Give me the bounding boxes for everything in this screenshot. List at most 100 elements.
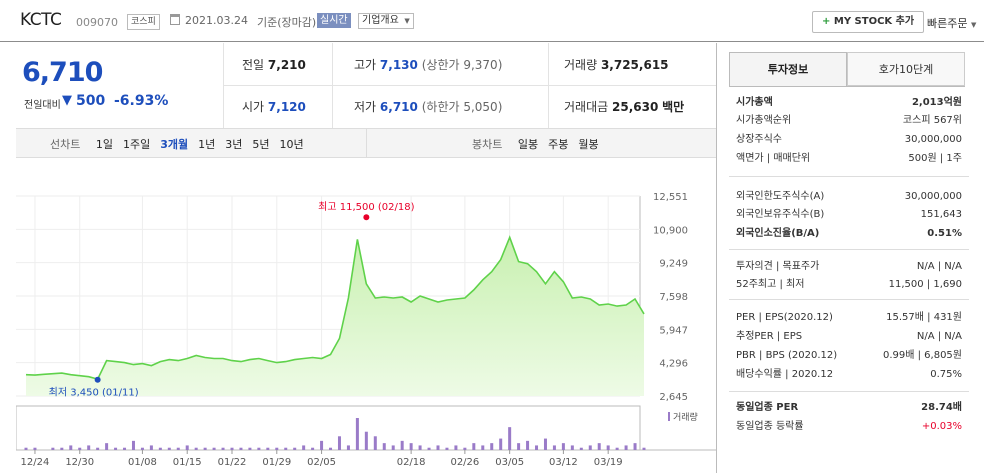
volume-bar (257, 447, 261, 450)
info-label: 동일업종 등락률 (736, 421, 804, 432)
min-marker (94, 376, 101, 383)
candle-tab[interactable]: 월봉 (578, 138, 599, 151)
info-label: 52주최고 | 최저 (736, 279, 805, 290)
market-badge: 코스피 (127, 14, 160, 30)
info-label: PBR | BPS (2020.12) (736, 350, 838, 361)
volume-bar (266, 447, 270, 450)
stock-header: KCTC 009070 코스피 2021.03.24 기준(장마감) 실시간 기… (0, 0, 984, 42)
x-tick-label: 03/12 (549, 457, 578, 468)
info-label: 외국인보유주식수(B) (736, 209, 825, 220)
info-row: 외국인보유주식수(B) 151,643 (736, 206, 962, 224)
volume-bar (167, 447, 171, 450)
info-row: 상장주식수 30,000,000 (736, 131, 962, 149)
info-row: 52주최고 | 최저 11,500 | 1,690 (736, 276, 962, 294)
quote-basis: 기준(장마감) (257, 16, 317, 29)
low-value: 6,710 (379, 100, 418, 114)
volume-bar (140, 447, 144, 450)
info-value: 500원 | 1주 (908, 153, 962, 164)
period-tab[interactable]: 1일 (95, 138, 113, 151)
volume-bar (78, 447, 82, 450)
tab-investment-info[interactable]: 투자정보 (729, 52, 847, 86)
x-tick-label: 03/05 (495, 457, 524, 468)
price-block: 6,710 전일대비 ▼ 500 -6.93% (16, 43, 224, 128)
volume-bar (311, 447, 315, 450)
down-arrow-icon: ▼ (62, 93, 72, 108)
info-label: 동일업종 PER (736, 402, 799, 413)
prev-close: 전일 7,210 (242, 57, 306, 73)
info-value: 30,000,000 (904, 191, 962, 202)
info-value: 11,500 | 1,690 (888, 279, 962, 290)
volume-legend-swatch (668, 412, 670, 421)
info-row: 추정PER | EPS N/A | N/A (736, 328, 962, 346)
candle-tab[interactable]: 주봉 (548, 138, 569, 151)
x-tick-label: 12/30 (65, 457, 94, 468)
lower-limit: (하한가 5,050) (421, 100, 503, 114)
amount-label: 거래대금 (564, 100, 609, 114)
volume-bar (597, 443, 601, 450)
info-row: 외국인한도주식수(A) 30,000,000 (736, 188, 962, 206)
volume-bar (499, 438, 503, 450)
volume-bar (463, 447, 467, 450)
y-tick-label: 7,598 (659, 292, 688, 303)
info-row: PBR | BPS (2020.12) 0.99배 | 6,805원 (736, 347, 962, 365)
period-tab[interactable]: 3년 (225, 138, 243, 151)
tab-order-book[interactable]: 호가10단계 (847, 52, 965, 86)
volume-bar (123, 447, 127, 450)
period-tab[interactable]: 1년 (198, 138, 216, 151)
quick-order-button[interactable]: 빠른주문 ▼ (927, 15, 976, 31)
volume-bar (248, 447, 252, 450)
low-label: 저가 (354, 100, 377, 114)
price-line (25, 235, 645, 381)
x-tick-label: 01/15 (173, 457, 202, 468)
x-tick-label: 01/29 (262, 457, 291, 468)
volume-bar (176, 447, 180, 450)
volume-bar (203, 447, 207, 450)
period-tab[interactable]: 1주일 (123, 138, 151, 151)
period-tab[interactable]: 5년 (252, 138, 270, 151)
volume-bar (105, 443, 109, 450)
y-tick-label: 9,249 (659, 259, 688, 270)
info-value: 151,643 (920, 209, 962, 220)
volume-bar (337, 436, 341, 450)
x-tick-label: 03/19 (594, 457, 623, 468)
info-value: 0.51% (927, 228, 962, 239)
my-stock-button[interactable]: + MY STOCK 추가 (812, 11, 925, 33)
realtime-button[interactable]: 실시간 (317, 13, 351, 28)
period-tab[interactable]: 10년 (279, 138, 304, 151)
volume-bar (391, 445, 395, 450)
volume-bar (570, 445, 574, 450)
current-price: 6,710 (22, 57, 103, 88)
info-value: 28.74배 (921, 402, 962, 413)
volume-bar (230, 447, 234, 450)
info-row: 투자의견 | 목표주가 N/A | N/A (736, 258, 962, 276)
info-value: N/A | N/A (916, 261, 962, 272)
info-row: 외국인소진율(B/A) 0.51% (736, 225, 962, 243)
company-info-dropdown[interactable]: 기업개요 ▼ (358, 13, 414, 29)
upper-limit: (상한가 9,370) (421, 58, 503, 72)
x-tick-label: 02/18 (397, 457, 426, 468)
prev-close-value: 7,210 (267, 58, 306, 72)
info-value: 코스피 567위 (902, 115, 962, 126)
x-tick-label: 02/26 (450, 457, 479, 468)
y-tick-label: 4,296 (659, 359, 688, 370)
volume-bar (293, 447, 297, 450)
info-row: 배당수익률 | 2020.12 0.75% (736, 366, 962, 384)
candle-tab[interactable]: 일봉 (517, 138, 539, 151)
info-label: 시가총액 (736, 97, 773, 108)
period-tab[interactable]: 3개월 (160, 138, 189, 151)
y-tick-label: 10,900 (653, 225, 688, 236)
y-tick-label: 5,947 (659, 325, 688, 336)
low-price: 저가 6,710 (하한가 5,050) (354, 99, 502, 115)
volume-bar (624, 445, 628, 450)
volume-panel (16, 405, 641, 451)
info-value: 15.57배 | 431원 (886, 312, 962, 323)
change-percent: -6.93% (114, 93, 169, 109)
volume-bar (543, 438, 547, 450)
volume-bar (472, 443, 476, 450)
info-label: PER | EPS(2020.12) (736, 312, 833, 323)
open-price: 시가 7,120 (242, 99, 306, 115)
info-label: 배당수익률 | 2020.12 (736, 369, 834, 380)
volume-bar (400, 440, 404, 450)
volume-bar (69, 445, 73, 450)
volume-legend-label: 거래량 (673, 411, 698, 423)
